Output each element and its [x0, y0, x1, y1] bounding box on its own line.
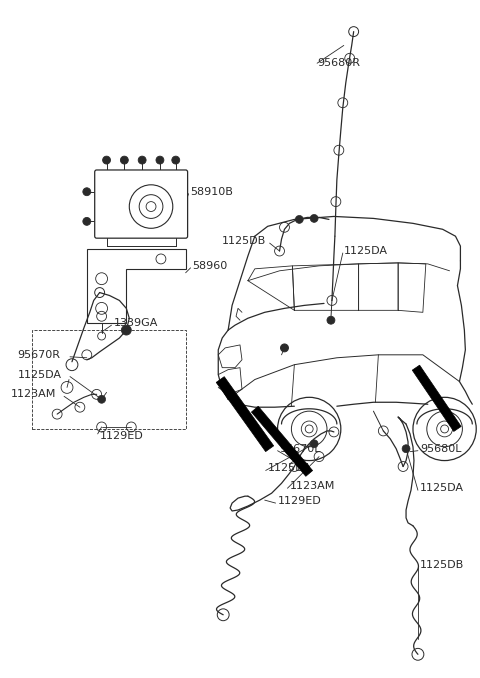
Text: 95670R: 95670R	[18, 350, 60, 360]
Circle shape	[103, 156, 110, 164]
Text: 1129ED: 1129ED	[277, 496, 321, 506]
Text: 95670L: 95670L	[279, 443, 321, 454]
Circle shape	[97, 395, 106, 403]
Polygon shape	[412, 365, 461, 431]
Circle shape	[310, 440, 318, 447]
Text: 95680L: 95680L	[420, 443, 461, 454]
Text: 1125DB: 1125DB	[222, 236, 266, 246]
Text: 1125DA: 1125DA	[420, 483, 464, 494]
Circle shape	[402, 445, 410, 453]
Text: 1123AM: 1123AM	[289, 481, 335, 492]
Polygon shape	[252, 406, 312, 477]
Circle shape	[310, 214, 318, 222]
Circle shape	[121, 325, 131, 335]
FancyBboxPatch shape	[95, 170, 188, 238]
Text: 1339GA: 1339GA	[113, 318, 158, 328]
Circle shape	[280, 344, 288, 352]
Bar	[33, 330, 186, 429]
Text: 1129ED: 1129ED	[100, 431, 144, 441]
Text: 1125DA: 1125DA	[268, 464, 312, 473]
Text: 1125DB: 1125DB	[420, 560, 464, 570]
Text: 1125DA: 1125DA	[18, 370, 61, 380]
Circle shape	[138, 156, 146, 164]
Text: 95680R: 95680R	[317, 58, 360, 68]
Circle shape	[327, 316, 335, 324]
Circle shape	[83, 188, 91, 196]
Circle shape	[83, 218, 91, 225]
Text: 1125DA: 1125DA	[344, 246, 388, 256]
Text: 58910B: 58910B	[191, 186, 233, 197]
Text: 58960: 58960	[192, 261, 228, 271]
Circle shape	[120, 156, 128, 164]
Circle shape	[156, 156, 164, 164]
Circle shape	[295, 216, 303, 223]
Circle shape	[172, 156, 180, 164]
Text: 1123AM: 1123AM	[11, 389, 56, 399]
Polygon shape	[216, 377, 274, 452]
